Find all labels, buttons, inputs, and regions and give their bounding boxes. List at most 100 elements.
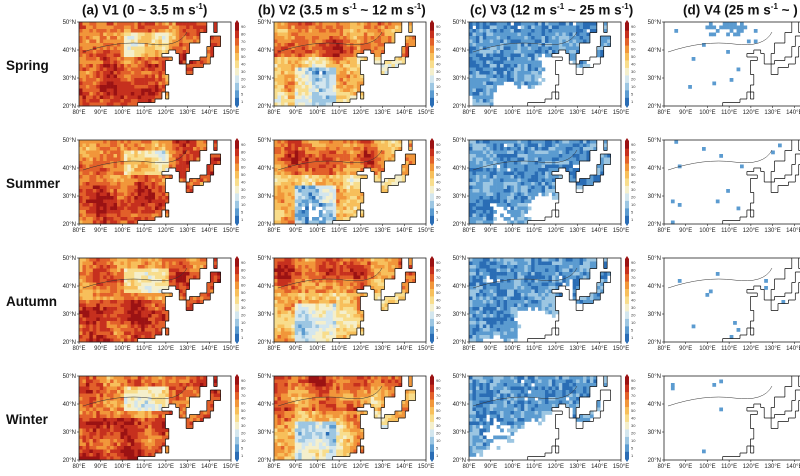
map-cell: [127, 88, 132, 93]
map-cell: [339, 43, 344, 47]
map-cell: [579, 178, 584, 183]
map-cell: [513, 60, 518, 65]
map-cell: [507, 143, 511, 148]
map-cell: [130, 147, 135, 151]
map-cell: [308, 99, 313, 103]
map-cell: [482, 99, 487, 103]
map-cell: [401, 57, 406, 61]
map-cell: [172, 36, 177, 40]
map-cell: [79, 81, 83, 86]
map-cell: [186, 143, 190, 148]
map-cell: [148, 279, 152, 283]
map-cell: [318, 25, 323, 30]
map-cell: [325, 60, 330, 65]
map-cell: [332, 217, 337, 221]
map-cell: [412, 43, 416, 47]
map-cell: [85, 50, 90, 54]
map-cell: [210, 164, 215, 169]
map-cell: [538, 74, 542, 79]
lon-tick-label: 90°E: [484, 110, 497, 116]
map-cell: [312, 143, 316, 148]
map-cell: [353, 50, 358, 54]
map-cell: [312, 99, 316, 103]
map-cell: [301, 220, 306, 225]
colorbar-tick-label: 40: [631, 180, 636, 185]
colorbar-swatch: [430, 60, 434, 68]
map-cell: [510, 29, 515, 33]
map-cell: [374, 22, 378, 26]
map-cell: [503, 64, 508, 68]
map-cell: [210, 161, 215, 165]
map-cell: [381, 32, 385, 37]
map-cell: [298, 196, 302, 200]
map-cell: [117, 99, 121, 103]
lat-tick-label: 20°N: [63, 222, 76, 228]
map-cell: [363, 29, 368, 33]
colorbar-tick-label: 50: [436, 172, 441, 177]
map-cell: [79, 203, 83, 207]
map-cell: [398, 178, 403, 183]
map-cell: [322, 81, 327, 86]
map-cell: [603, 29, 608, 33]
map-cell: [527, 182, 532, 186]
map-cell: [99, 46, 104, 51]
map-cell: [274, 182, 278, 186]
map-cell: [199, 182, 204, 186]
map-cell: [475, 161, 480, 165]
map-cell: [482, 88, 487, 93]
country-border: [667, 149, 773, 171]
map-cell: [301, 67, 306, 72]
map-cell: [305, 57, 309, 61]
map-cell: [562, 143, 567, 148]
map-cell: [123, 265, 128, 269]
map-cell: [165, 74, 170, 79]
map-cell: [339, 29, 344, 33]
map-cell: [479, 189, 484, 193]
colorbar-swatch: [625, 208, 629, 216]
map-cell: [339, 67, 344, 72]
map-cell: [141, 206, 145, 211]
map-cell: [182, 268, 187, 273]
map-cell: [583, 178, 587, 183]
map-cell: [596, 50, 601, 54]
map-cell: [165, 157, 170, 162]
map-cell: [106, 272, 111, 276]
map-cell: [120, 213, 125, 218]
map-cell: [394, 64, 399, 68]
map-cell: [534, 154, 539, 158]
map-cell: [343, 25, 347, 30]
map-cell: [356, 74, 361, 79]
map-cell: [503, 168, 508, 172]
map-cell: [179, 261, 183, 266]
colorbar-tick-label: 20: [436, 76, 441, 81]
map-cell: [548, 168, 553, 172]
map-cell: [394, 182, 399, 186]
map-cell: [103, 102, 107, 107]
map-cell: [517, 171, 522, 176]
map-cell: [339, 210, 344, 214]
map-cell: [123, 199, 128, 204]
map-cell: [117, 147, 121, 151]
colorbar-arrow-bottom: [235, 105, 239, 108]
map-cell: [89, 60, 94, 65]
map-cell: [548, 53, 553, 58]
map-cell: [360, 50, 365, 54]
map-cell: [134, 175, 139, 179]
map-cell: [186, 50, 190, 54]
map-cell: [186, 157, 190, 162]
map-cell: [363, 164, 368, 169]
map-cell: [569, 57, 573, 61]
map-cell: [179, 157, 183, 162]
map-cell: [500, 140, 504, 144]
map-cell: [151, 182, 156, 186]
map-cell: [322, 74, 327, 79]
map-cell: [346, 140, 351, 144]
map-cell: [589, 22, 594, 26]
map-cell: [79, 279, 83, 283]
map-cell: [175, 265, 180, 269]
map-cell: [513, 150, 518, 155]
map-cell: [151, 81, 156, 86]
colorbar-tick-label: 20: [241, 76, 246, 81]
map-cell: [96, 296, 101, 301]
map-cell: [538, 143, 542, 148]
